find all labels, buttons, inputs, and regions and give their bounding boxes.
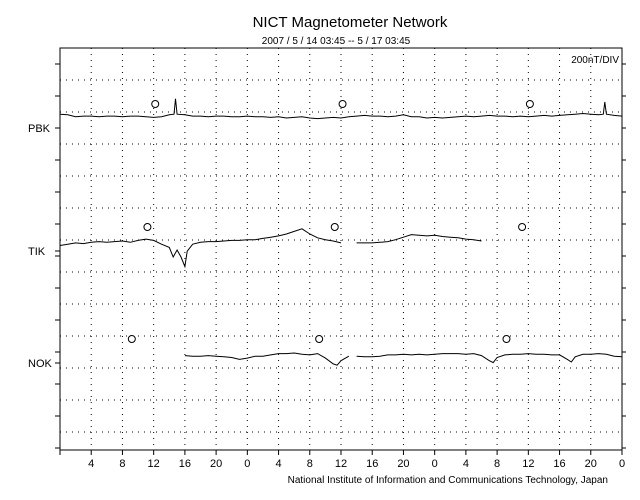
- midnight-marker: [127, 335, 136, 343]
- x-tick-label: 0: [432, 458, 438, 470]
- midnight-marker: [518, 223, 527, 231]
- series-layer: [59, 98, 623, 366]
- x-tick-label: 8: [119, 458, 125, 470]
- x-tick-label: 12: [335, 458, 347, 470]
- station-label-nok: NOK: [28, 358, 53, 370]
- grid: [55, 48, 626, 450]
- midnight-marker: [330, 223, 339, 231]
- midnight-marker: [315, 335, 324, 343]
- x-tick-label: 0: [244, 458, 250, 470]
- x-tick-label: 4: [275, 458, 281, 470]
- x-tick-label: 16: [179, 458, 191, 470]
- series-line-nok: [184, 352, 350, 366]
- series-line-tik: [59, 228, 342, 269]
- marker-layer: [127, 100, 534, 343]
- midnight-marker: [525, 100, 534, 108]
- x-tick-label: 20: [210, 458, 222, 470]
- station-labels: PBK TIK NOK: [28, 123, 60, 370]
- scale-label: 200nT/DIV: [571, 55, 619, 66]
- x-axis-ticks: 4 8 12 16 20 0 4 8 12 16 20 0 4 8 12 16 20 0: [59, 450, 625, 470]
- station-label-pbk: PBK: [28, 123, 51, 135]
- x-tick-label: 16: [553, 458, 565, 470]
- footer-credit: National Institute of Information and Co…: [288, 475, 608, 486]
- x-tick-label: 20: [397, 458, 409, 470]
- x-tick-label: 20: [585, 458, 597, 470]
- series-line-pbk: [59, 98, 623, 120]
- midnight-marker: [151, 100, 160, 108]
- station-label-tik: TIK: [28, 246, 46, 258]
- midnight-marker: [338, 100, 347, 108]
- x-tick-label: 4: [463, 458, 469, 470]
- x-tick-label: 16: [366, 458, 378, 470]
- series-line-nok: [356, 353, 623, 364]
- x-tick-label: 8: [307, 458, 313, 470]
- x-tick-label: 4: [88, 458, 94, 470]
- chart-subtitle: 2007 / 5 / 14 03:45 -- 5 / 17 03:45: [262, 36, 411, 47]
- x-tick-label: 12: [522, 458, 534, 470]
- x-tick-label: 12: [148, 458, 160, 470]
- chart-title: NICT Magnetometer Network: [253, 14, 448, 31]
- x-tick-label: 0: [619, 458, 625, 470]
- midnight-marker: [502, 335, 511, 343]
- series-line-tik: [356, 234, 482, 244]
- x-tick-label: 8: [494, 458, 500, 470]
- midnight-marker: [143, 223, 152, 231]
